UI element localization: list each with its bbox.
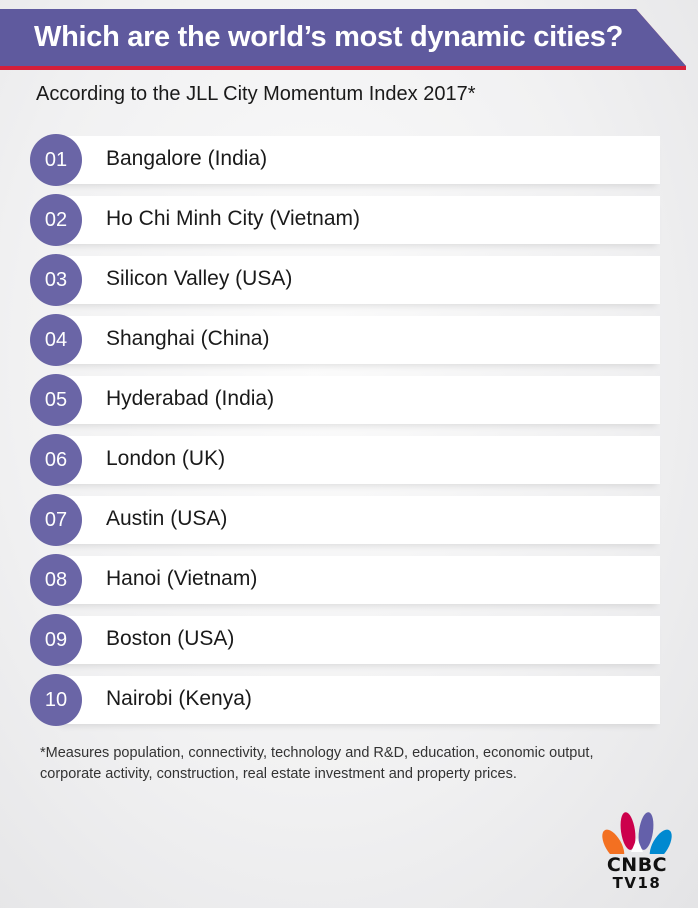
- city-row: 06 London (UK): [30, 434, 660, 486]
- page-subtitle: According to the JLL City Momentum Index…: [36, 83, 476, 105]
- footnote-line-2: corporate activity, construction, real e…: [40, 766, 517, 782]
- city-row-bar: [56, 616, 660, 664]
- title-banner: Which are the world’s most dynamic citie…: [0, 9, 686, 70]
- rank-badge: 04: [30, 314, 82, 366]
- city-name: Bangalore (India): [106, 147, 268, 170]
- rank-badge: 09: [30, 614, 82, 666]
- city-row: 10 Nairobi (Kenya): [30, 674, 660, 726]
- city-row-bar: [56, 496, 660, 544]
- city-name: Austin (USA): [106, 507, 228, 530]
- rank-badge: 01: [30, 134, 82, 186]
- city-row: 09 Boston (USA): [30, 614, 660, 666]
- peacock-icon: [602, 812, 672, 854]
- rank-badge: 05: [30, 374, 82, 426]
- city-row: 08 Hanoi (Vietnam): [30, 554, 660, 606]
- city-row: 02 Ho Chi Minh City (Vietnam): [30, 194, 660, 246]
- city-name: Hyderabad (India): [106, 387, 275, 410]
- city-row-bar: [56, 676, 660, 724]
- banner-shape: [0, 9, 686, 70]
- city-name: Hanoi (Vietnam): [106, 567, 258, 590]
- city-row-bar: [56, 316, 660, 364]
- city-row: 01 Bangalore (India): [30, 134, 660, 186]
- logo-word-tv18: TV18: [612, 874, 662, 892]
- city-row-bar: [56, 136, 660, 184]
- city-row: 04 Shanghai (China): [30, 314, 660, 366]
- rank-badge: 02: [30, 194, 82, 246]
- city-row: 05 Hyderabad (India): [30, 374, 660, 426]
- cnbc-tv18-logo: CNBC TV18: [590, 808, 684, 892]
- city-name: London (UK): [106, 447, 226, 470]
- rank-badge: 06: [30, 434, 82, 486]
- rank-badge: 10: [30, 674, 82, 726]
- city-name: Shanghai (China): [106, 327, 270, 350]
- city-name: Boston (USA): [106, 627, 235, 650]
- city-name: Ho Chi Minh City (Vietnam): [106, 207, 361, 230]
- rank-badge: 08: [30, 554, 82, 606]
- city-row-bar: [56, 436, 660, 484]
- city-row-bar: [56, 256, 660, 304]
- rank-badge: 03: [30, 254, 82, 306]
- logo-word-cnbc: CNBC: [606, 854, 668, 876]
- footnote-line-1: *Measures population, connectivity, tech…: [40, 745, 594, 761]
- city-row-bar: [56, 556, 660, 604]
- city-row: 07 Austin (USA): [30, 494, 660, 546]
- rank-badge: 07: [30, 494, 82, 546]
- footnote: *Measures population, connectivity, tech…: [40, 743, 690, 785]
- city-row-bar: [56, 196, 660, 244]
- city-row-bar: [56, 376, 660, 424]
- city-name: Silicon Valley (USA): [106, 267, 293, 290]
- city-name: Nairobi (Kenya): [106, 687, 252, 710]
- city-row: 03 Silicon Valley (USA): [30, 254, 660, 306]
- page-title: Which are the world’s most dynamic citie…: [34, 21, 624, 53]
